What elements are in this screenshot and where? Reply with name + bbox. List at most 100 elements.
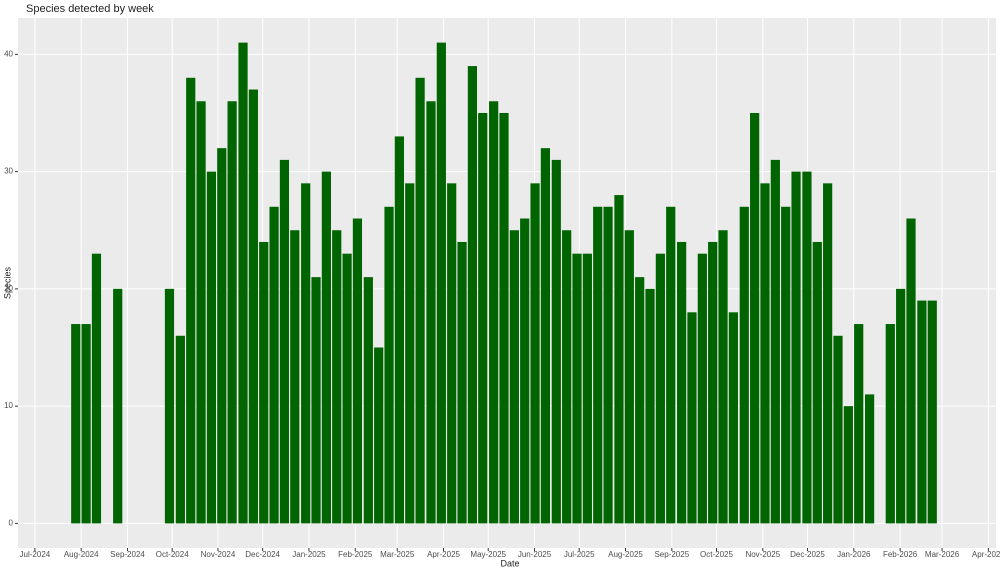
bar [301,183,311,524]
bar [164,288,175,524]
bar [655,253,665,524]
x-tick-label: Jun-2025 [518,550,552,559]
bar [321,171,331,524]
x-tick-label: Sep-2025 [654,550,689,559]
y-axis-label: Species [2,266,12,299]
bar [269,206,279,524]
y-tick-label: 30 [4,167,13,176]
bar [520,218,530,524]
bar [833,335,843,524]
bar [467,66,478,524]
x-axis-label: Date [500,558,519,568]
x-tick-label: Mar-2026 [925,550,960,559]
bar [906,218,916,524]
bar [248,89,258,524]
bar [781,206,791,524]
bar [405,183,415,524]
bar [499,112,509,524]
bar [290,230,300,524]
x-tick-label: Oct-2024 [156,550,189,559]
x-tick-label: Oct-2025 [700,550,733,559]
bar [802,171,812,524]
x-tick-label: Mar-2025 [380,550,415,559]
bar [332,230,342,524]
bar [447,183,457,524]
bar [71,324,81,524]
bar [311,277,321,524]
bar [81,324,91,524]
x-tick-label: Jan-2025 [292,550,326,559]
bar [677,241,687,524]
bar [415,77,425,524]
x-tick-label: Feb-2026 [883,550,918,559]
bar [572,253,582,524]
x-tick-label: Dec-2025 [790,550,825,559]
x-tick-label: Apr-2026 [972,550,1000,559]
y-tick-label: 20 [4,284,13,293]
bar [342,253,352,524]
x-tick-label: Dec-2024 [245,550,280,559]
bar [551,159,561,524]
x-tick-label: May-2025 [470,550,506,559]
x-tick-label: Nov-2025 [745,550,780,559]
bar [457,241,467,524]
bar [175,335,185,524]
x-tick-label: Nov-2024 [201,550,236,559]
chart-title: Species detected by week [26,3,154,15]
bar [426,101,436,524]
bar [687,312,697,524]
bar [728,312,738,524]
bar [635,277,645,524]
x-tick-label: Aug-2024 [64,550,99,559]
bar [384,206,394,524]
bar [760,183,770,524]
bar [854,324,864,524]
bar [791,171,801,524]
bar [352,218,363,524]
bar [540,148,551,524]
bar [927,300,937,524]
bar [708,241,718,524]
x-tick-label: Jul-2025 [564,550,595,559]
bar [666,206,676,524]
bar [812,241,822,524]
bar [478,112,488,524]
bar [917,300,927,524]
x-tick-label: Jan-2026 [837,550,871,559]
bar [645,288,655,524]
bar [91,253,102,524]
bar [739,206,749,524]
bar [238,42,248,524]
bar [196,101,206,524]
bar [843,406,853,524]
bar [374,347,384,524]
bar [593,206,603,524]
bar [582,253,592,524]
bar [614,195,624,524]
bar [896,288,906,524]
bar [186,77,196,524]
bar [227,101,237,524]
y-tick-label: 40 [4,49,13,58]
bar [363,277,373,524]
bar [885,324,895,524]
bar [603,206,613,524]
bar [436,42,446,524]
x-tick-label: Feb-2025 [338,550,373,559]
bar [718,230,728,524]
x-tick-label: Jul-2024 [20,550,51,559]
bar [206,171,217,524]
x-tick-label: Apr-2025 [427,550,460,559]
bar [279,159,290,524]
y-tick-label: 10 [4,401,13,410]
bar [562,230,572,524]
bar [823,183,833,524]
bar [489,101,499,524]
bar [113,288,123,524]
bar [394,136,404,524]
bar [770,159,780,524]
y-tick-label: 0 [9,518,14,527]
bar [697,253,707,524]
x-tick-label: Sep-2024 [110,550,145,559]
